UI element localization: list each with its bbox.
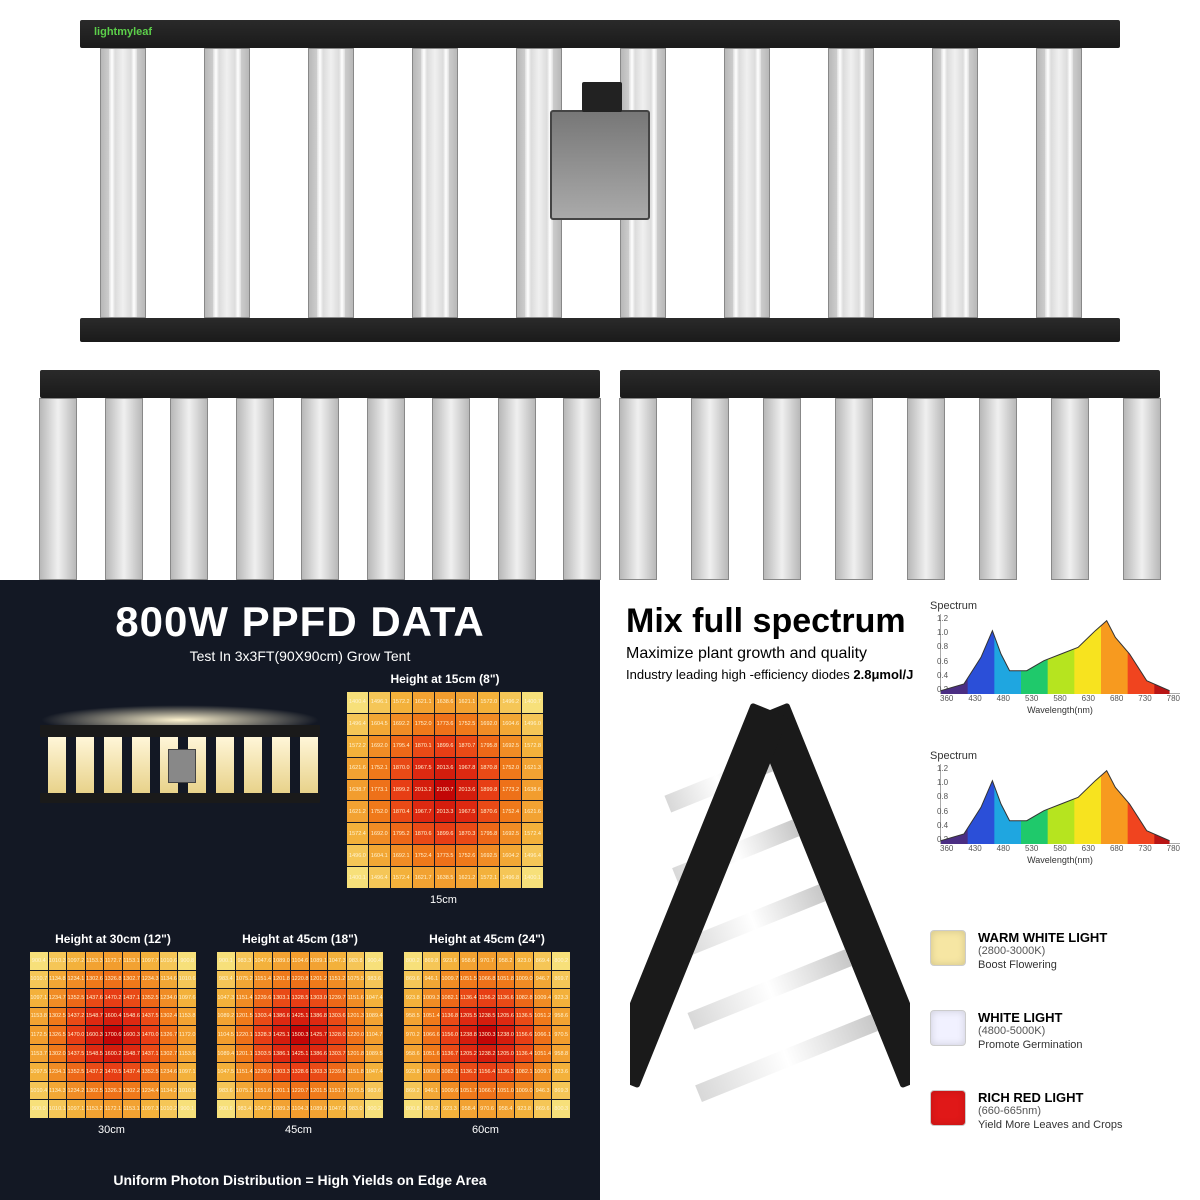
light-desc: Yield More Leaves and Crops: [978, 1119, 1123, 1131]
heatmap-caption: 15cm: [430, 894, 457, 906]
heatmap-caption: 60cm: [472, 1124, 499, 1136]
led-bar: [724, 48, 770, 318]
led-bar: [412, 48, 458, 318]
product-side-right: [620, 370, 1160, 580]
spectrum-chart-1: Spectrum1.21.00.80.60.40.236043048053058…: [930, 600, 1180, 720]
light-type-row: RICH RED LIGHT(660-665nm) Yield More Leav…: [930, 1090, 1123, 1131]
heatmap-label: Height at 15cm (8"): [345, 672, 545, 686]
heatmap-label: Height at 45cm (24"): [402, 932, 572, 946]
ppfd-title: 800W PPFD DATA: [22, 598, 578, 646]
light-type-row: WARM WHITE LIGHT(2800-3000K) Boost Flower…: [930, 930, 1107, 971]
light-sub: (4800-5000K): [978, 1025, 1083, 1037]
ppfd-subtitle: Test In 3x3FT(90X90cm) Grow Tent: [22, 648, 578, 664]
led-bar: [204, 48, 250, 318]
light-sub: (660-665nm): [978, 1105, 1123, 1117]
led-driver: [550, 110, 650, 220]
light-title: WHITE LIGHT: [978, 1010, 1083, 1025]
bottom-rail: [80, 318, 1120, 342]
light-swatch: [930, 1090, 966, 1126]
heatmap-caption: 45cm: [285, 1124, 312, 1136]
brand-logo: lightmyleaf: [94, 26, 152, 38]
led-bar: [100, 48, 146, 318]
folded-product: [630, 690, 910, 1150]
light-swatch: [930, 930, 966, 966]
led-bar: [1036, 48, 1082, 318]
heatmap: 900.1983.31047.61089.01104.61089.11047.3…: [215, 950, 385, 1120]
heatmap-label: Height at 45cm (18"): [215, 932, 385, 946]
light-desc: Boost Flowering: [978, 959, 1107, 971]
spectrum-chart-2: Spectrum1.21.00.80.60.40.236043048053058…: [930, 750, 1180, 870]
product-top-view: lightmyleaf: [80, 20, 1120, 350]
led-bar: [932, 48, 978, 318]
light-swatch: [930, 1010, 966, 1046]
heatmap: 800.2869.8923.6958.6970.7958.2923.0869.4…: [402, 950, 572, 1120]
ppfd-product-render: [40, 685, 320, 825]
product-side-left: [40, 370, 600, 580]
ppfd-panel: 800W PPFD DATA Test In 3x3FT(90X90cm) Gr…: [0, 580, 600, 1200]
spectrum-panel: Mix full spectrum Maximize plant growth …: [600, 580, 1200, 1200]
heatmap: 900.41010.31097.21153.31172.71153.11097.…: [28, 950, 198, 1120]
light-sub: (2800-3000K): [978, 945, 1107, 957]
ppfd-footer: Uniform Photon Distribution = High Yield…: [0, 1172, 600, 1188]
led-bar: [308, 48, 354, 318]
heatmap-label: Height at 30cm (12"): [28, 932, 198, 946]
light-type-row: WHITE LIGHT(4800-5000K) Promote Germinati…: [930, 1010, 1083, 1051]
heatmap-caption: 30cm: [98, 1124, 125, 1136]
top-rail: lightmyleaf: [80, 20, 1120, 48]
heatmap: 1400.41496.11572.21621.11638.61621.11572…: [345, 690, 545, 890]
light-desc: Promote Germination: [978, 1039, 1083, 1051]
light-title: RICH RED LIGHT: [978, 1090, 1123, 1105]
light-title: WARM WHITE LIGHT: [978, 930, 1107, 945]
led-bar: [828, 48, 874, 318]
